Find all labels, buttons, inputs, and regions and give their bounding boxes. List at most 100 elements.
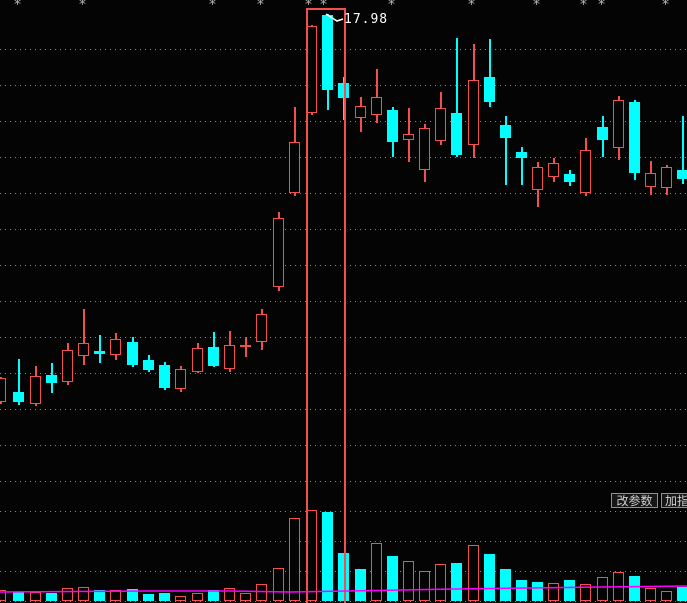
- candle-body: [597, 127, 608, 140]
- candle-body: [371, 97, 382, 115]
- event-marker-icon: *: [209, 0, 216, 13]
- volume-bar: [224, 588, 235, 601]
- volume-bar: [110, 590, 121, 601]
- candle-body: [516, 152, 527, 158]
- volume-bar: [46, 593, 57, 601]
- grid-line: [0, 373, 687, 374]
- volume-bar: [468, 545, 479, 601]
- candle-body: [46, 375, 57, 383]
- grid-line: [0, 49, 687, 50]
- candle-body: [613, 100, 624, 148]
- volume-bar: [78, 587, 89, 601]
- candle-body: [564, 174, 575, 182]
- candle-wick: [489, 39, 491, 107]
- candle-body: [13, 392, 24, 402]
- volume-bar: [597, 577, 608, 601]
- candle-body: [661, 167, 672, 188]
- candle-body: [224, 345, 235, 369]
- candle-wick: [376, 69, 378, 123]
- candle-body: [645, 173, 656, 187]
- change-params-button[interactable]: 改参数: [611, 493, 658, 508]
- volume-bar: [629, 576, 640, 601]
- volume-bar: [289, 518, 300, 601]
- candle-body: [192, 348, 203, 372]
- volume-bar: [355, 569, 366, 601]
- candle-body: [256, 314, 267, 342]
- candle-body: [338, 83, 349, 98]
- volume-bar: [127, 589, 138, 601]
- candle-body: [289, 142, 300, 193]
- volume-bar: [403, 561, 414, 601]
- grid-line: [0, 601, 687, 602]
- volume-bar: [435, 564, 446, 601]
- candle-body: [468, 80, 479, 145]
- grid-line: [0, 337, 687, 338]
- volume-bar: [580, 584, 591, 601]
- grid-line: [0, 511, 687, 512]
- candle-body: [532, 167, 543, 190]
- volume-bar: [532, 582, 543, 601]
- candle-body: [240, 345, 251, 347]
- grid-line: [0, 193, 687, 194]
- volume-bar: [387, 556, 398, 601]
- event-marker-icon: *: [598, 0, 605, 13]
- grid-line: [0, 157, 687, 158]
- candle-body: [548, 163, 559, 177]
- event-marker-icon: *: [580, 0, 587, 13]
- event-marker-icon: *: [468, 0, 475, 13]
- volume-bar: [516, 580, 527, 601]
- candle-body: [387, 110, 398, 142]
- candle-body: [355, 106, 366, 118]
- volume-bar: [192, 593, 203, 601]
- event-marker-icon: *: [320, 0, 327, 13]
- volume-bar: [175, 596, 186, 601]
- candle-body: [208, 347, 219, 366]
- candle-body: [500, 125, 511, 138]
- volume-bar: [371, 543, 382, 601]
- candle-body: [419, 128, 430, 170]
- volume-bar: [0, 590, 6, 601]
- candle-body: [451, 113, 462, 155]
- grid-line: [0, 265, 687, 266]
- candle-wick: [18, 359, 20, 405]
- event-marker-icon: *: [257, 0, 264, 13]
- grid-line: [0, 445, 687, 446]
- volume-bar: [322, 512, 333, 601]
- volume-bar: [661, 591, 672, 601]
- volume-bar: [564, 580, 575, 601]
- candle-wick: [682, 116, 684, 184]
- candle-body: [175, 369, 186, 389]
- candle-body: [143, 360, 154, 370]
- volume-bar: [645, 588, 656, 601]
- candle-body: [677, 170, 687, 179]
- volume-bar: [208, 590, 219, 601]
- candle-body: [629, 102, 640, 173]
- volume-bar: [256, 584, 267, 601]
- volume-bar: [548, 583, 559, 601]
- candle-wick: [245, 337, 247, 357]
- volume-bar: [30, 592, 41, 601]
- candle-body: [435, 108, 446, 141]
- event-marker-icon: *: [79, 0, 86, 13]
- volume-bar: [500, 569, 511, 601]
- volume-bar: [338, 553, 349, 601]
- volume-bar: [419, 571, 430, 601]
- price-annotation: 17.98: [344, 12, 389, 27]
- volume-bar: [143, 594, 154, 601]
- volume-bar: [273, 568, 284, 601]
- event-marker-icon: *: [14, 0, 21, 13]
- candle-body: [62, 350, 73, 382]
- candle-wick: [456, 38, 458, 157]
- candle-body: [30, 376, 41, 404]
- grid-line: [0, 409, 687, 410]
- candle-wick: [505, 116, 507, 185]
- add-indicator-button[interactable]: 加指: [661, 493, 687, 508]
- volume-bar: [159, 593, 170, 601]
- volume-bar: [240, 593, 251, 601]
- volume-bar: [451, 563, 462, 601]
- candle-wick: [521, 147, 523, 185]
- candle-body: [322, 15, 333, 90]
- candle-wick: [83, 309, 85, 365]
